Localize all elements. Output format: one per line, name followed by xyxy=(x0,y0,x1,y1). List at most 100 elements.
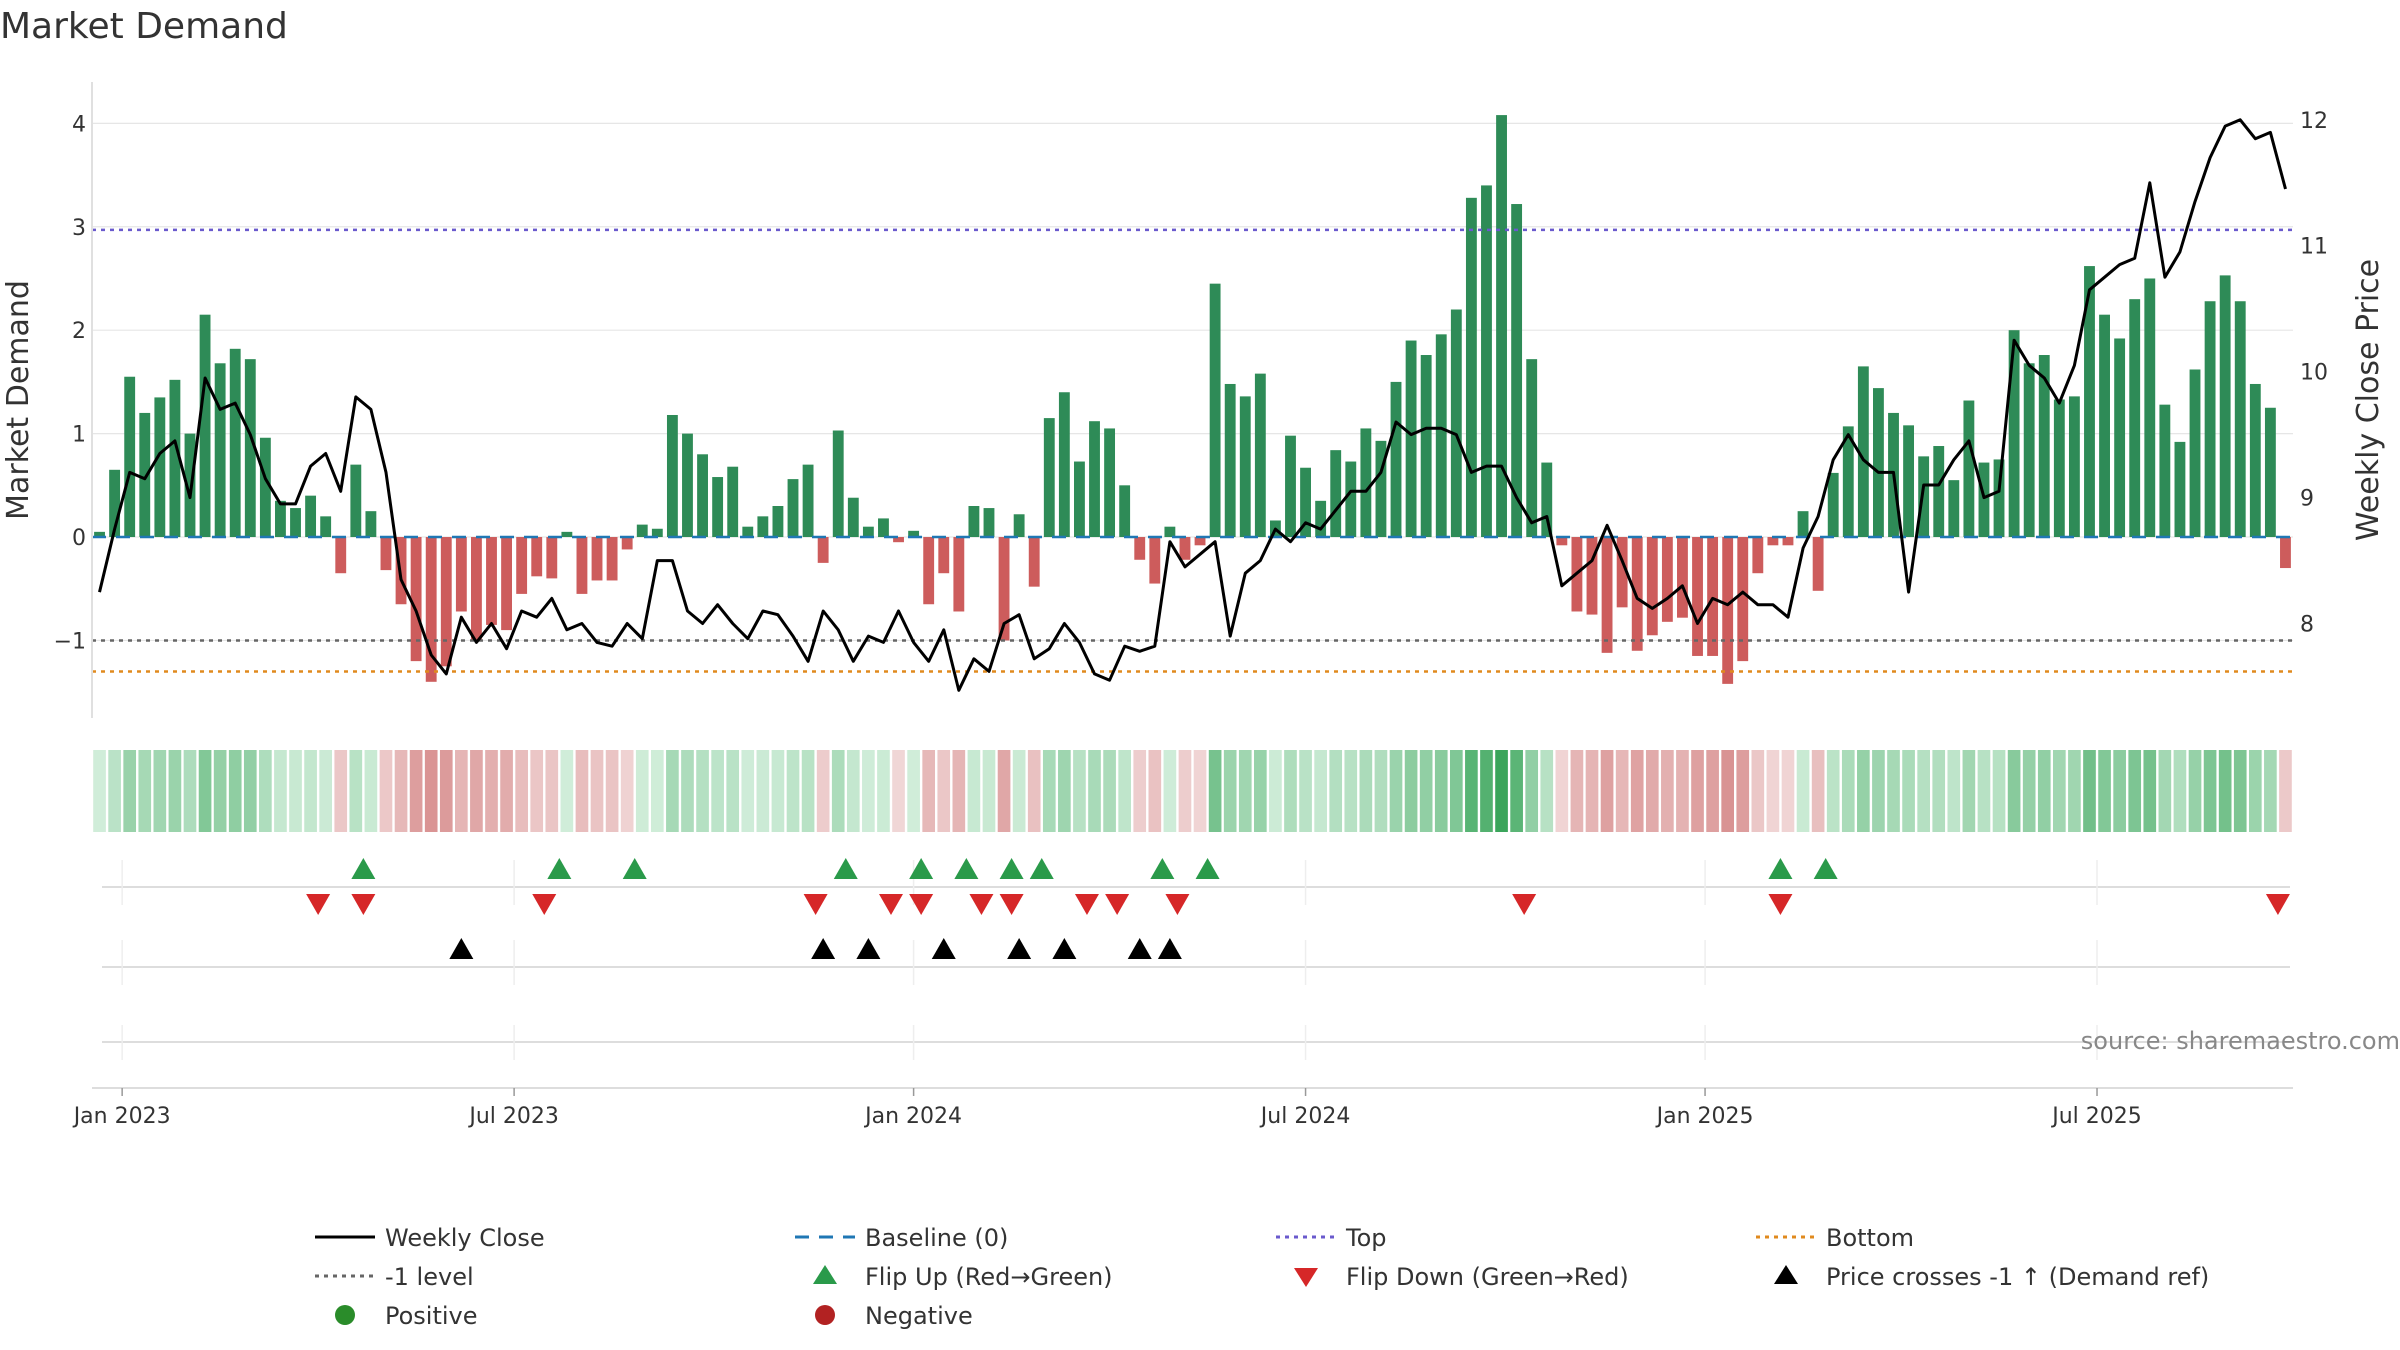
heatmap-cell xyxy=(967,750,981,832)
demand-bar-positive xyxy=(139,412,151,538)
flip-down-marker xyxy=(1074,894,1099,915)
left-tick-label: −1 xyxy=(54,629,86,654)
demand-bar-negative xyxy=(440,537,452,667)
legend-label: -1 level xyxy=(385,1263,474,1291)
flip-down-marker xyxy=(909,894,934,915)
heatmap-cell xyxy=(1193,750,1207,832)
heatmap-cell xyxy=(1389,750,1403,832)
heatmap-cell xyxy=(1434,750,1448,832)
demand-bar-negative xyxy=(425,537,437,682)
left-tick-label: 0 xyxy=(72,526,86,551)
heatmap-cell xyxy=(1042,750,1056,832)
heatmap-cell xyxy=(1932,750,1946,832)
demand-bar-positive xyxy=(847,497,859,538)
heatmap-cell xyxy=(1600,750,1614,832)
heatmap-cell xyxy=(394,750,408,832)
heatmap-cell xyxy=(274,750,287,832)
demand-bar-positive xyxy=(1481,185,1492,538)
heatmap-cell xyxy=(786,750,800,832)
heatmap-cell xyxy=(1208,750,1222,832)
heatmap-cell xyxy=(2068,750,2081,832)
demand-bar-positive xyxy=(1797,511,1809,538)
demand-bar-positive xyxy=(244,359,256,538)
demand-bar-positive xyxy=(2234,301,2246,538)
heatmap-cell xyxy=(1676,750,1689,832)
demand-bar-positive xyxy=(275,500,286,538)
heatmap-cell xyxy=(1540,750,1554,832)
price-cross-marker xyxy=(1157,938,1182,959)
heatmap-cell xyxy=(1374,750,1388,832)
demand-bar-positive xyxy=(772,506,784,538)
heatmap-cell xyxy=(1344,750,1358,832)
legend-label: Bottom xyxy=(1826,1224,1914,1252)
demand-bar-negative xyxy=(1194,537,1206,546)
demand-bar-negative xyxy=(1752,537,1764,574)
heatmap-cell xyxy=(198,750,212,832)
heatmap-cell xyxy=(2173,750,2187,832)
flip-down-marker xyxy=(878,894,903,915)
demand-bar-negative xyxy=(1677,537,1688,618)
heatmap-cell xyxy=(892,750,905,832)
heatmap-cell xyxy=(1645,750,1659,832)
heatmap-cell xyxy=(545,750,559,832)
heatmap-cell xyxy=(1254,750,1267,832)
heatmap-cell xyxy=(1163,750,1177,832)
demand-bar-positive xyxy=(124,376,136,538)
flip-down-marker xyxy=(532,894,557,915)
heatmap-cell xyxy=(1872,750,1885,832)
demand-bar-positive xyxy=(2008,330,2020,538)
demand-bar-positive xyxy=(1164,526,1176,538)
demand-bar-negative xyxy=(1631,537,1643,651)
price-cross-marker xyxy=(1127,938,1152,959)
demand-bar-negative xyxy=(576,537,588,594)
heatmap-cell xyxy=(952,750,966,832)
demand-bar-negative xyxy=(1646,537,1658,636)
demand-bar-positive xyxy=(1345,461,1357,538)
heatmap-cell xyxy=(2098,750,2111,832)
demand-bar-negative xyxy=(1134,537,1146,560)
heatmap-cell xyxy=(1027,750,1041,832)
demand-bar-positive xyxy=(1903,425,1915,538)
demand-bar-negative xyxy=(953,537,965,612)
demand-bar-negative xyxy=(1179,537,1191,560)
demand-bar-positive xyxy=(1224,383,1236,538)
demand-bar-positive xyxy=(1360,428,1372,538)
demand-bar-negative xyxy=(1707,537,1719,656)
demand-bar-negative xyxy=(1782,537,1794,546)
legend-label: Negative xyxy=(865,1302,973,1330)
demand-bar-positive xyxy=(561,531,573,538)
demand-bar-negative xyxy=(1601,537,1613,653)
demand-bar-positive xyxy=(229,348,241,538)
right-axis-label: Weekly Close Price xyxy=(2351,259,2386,541)
heatmap-cell xyxy=(243,750,257,832)
heatmap-cell xyxy=(877,750,890,832)
heatmap-cell xyxy=(1841,750,1855,832)
demand-bar-positive xyxy=(199,314,211,538)
heatmap-cell xyxy=(485,750,498,832)
heatmap-cell xyxy=(2022,750,2036,832)
heatmap-cell xyxy=(605,750,619,832)
demand-bar-positive xyxy=(1375,440,1387,538)
demand-bar-positive xyxy=(712,477,724,538)
flip-down-marker xyxy=(1105,894,1130,915)
right-axis-ticks: 12 11 10 9 8 xyxy=(2300,109,2328,638)
heatmap-cell xyxy=(1404,750,1418,832)
heatmap-cell xyxy=(1103,750,1116,832)
heatmap-cell xyxy=(1299,750,1312,832)
heatmap-cell xyxy=(470,750,483,832)
demand-bar-positive xyxy=(2189,369,2201,538)
heatmap-cell xyxy=(1058,750,1071,832)
demand-bar-positive xyxy=(259,437,271,538)
heatmap-cell xyxy=(2053,750,2066,832)
demand-bar-positive xyxy=(1496,115,1507,538)
heatmap-cell xyxy=(334,750,348,832)
flip-down-marker xyxy=(306,894,331,915)
demand-bar-negative xyxy=(470,537,482,641)
demand-bar-positive xyxy=(1933,446,1945,538)
heatmap-cell xyxy=(289,750,302,832)
heatmap-cell xyxy=(696,750,709,832)
demand-bar-positive xyxy=(2099,314,2110,538)
heatmap-cell xyxy=(183,750,197,832)
left-tick-label: 3 xyxy=(72,216,86,241)
legend: Weekly Close Baseline (0) Top Bottom -1 leve… xyxy=(315,1224,2209,1330)
